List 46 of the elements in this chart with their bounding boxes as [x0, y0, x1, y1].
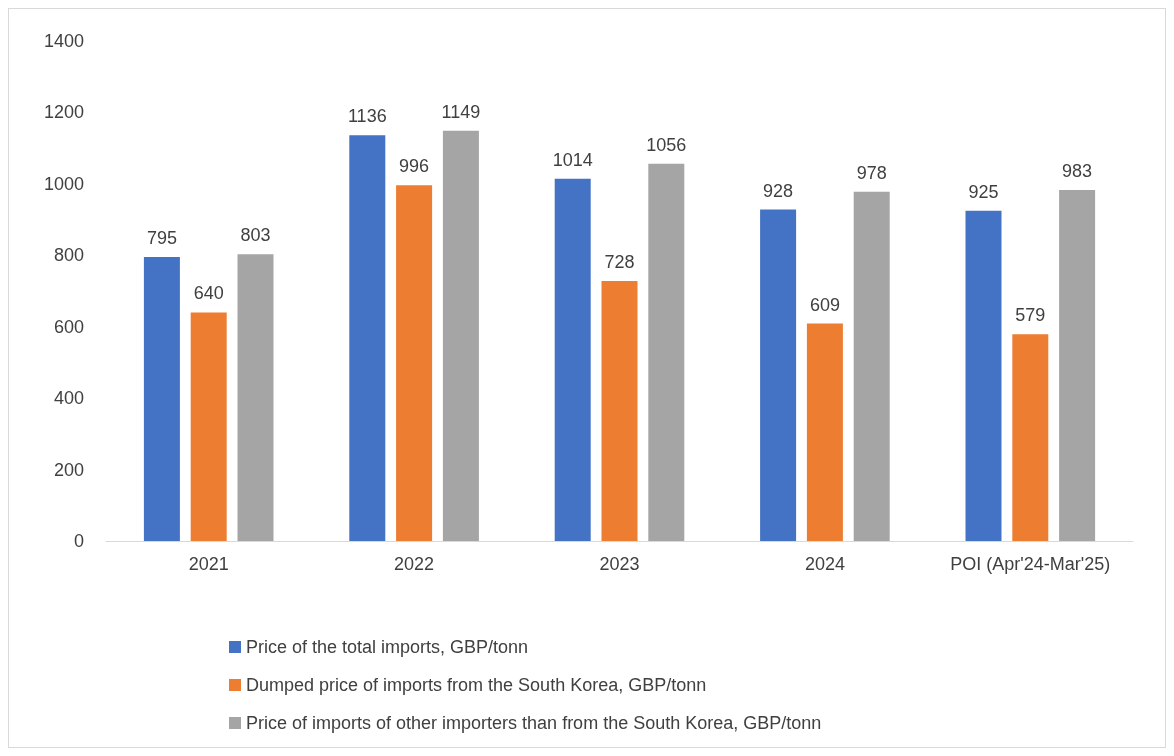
data-label: 996	[399, 156, 430, 177]
data-label: 1136	[347, 106, 387, 127]
data-label: 1014	[552, 149, 593, 170]
bar	[143, 257, 180, 541]
y-tick-label: 1400	[43, 31, 84, 51]
bar	[806, 323, 843, 541]
bar	[554, 178, 591, 541]
data-label: 803	[240, 225, 271, 246]
x-tick-label: 2022	[394, 554, 435, 574]
data-label: 925	[968, 181, 999, 202]
x-tick-label: 2024	[804, 554, 845, 574]
x-tick-label: 2021	[188, 554, 229, 574]
data-label: 983	[1062, 160, 1093, 181]
y-tick-label: 800	[53, 245, 84, 266]
data-label: 640	[193, 283, 224, 304]
y-tick-label: 400	[53, 388, 84, 409]
bar	[190, 312, 227, 541]
data-label: 1056	[646, 134, 687, 155]
data-label: 609	[809, 294, 840, 315]
bar	[1012, 334, 1049, 541]
data-label: 728	[604, 252, 635, 272]
y-tick-label: 600	[53, 316, 84, 337]
bar	[853, 191, 890, 541]
bar	[237, 254, 274, 541]
bar	[648, 163, 685, 541]
bar	[442, 130, 479, 541]
bar	[349, 135, 386, 541]
x-tick-label: 2023	[599, 554, 640, 574]
bar	[396, 185, 433, 541]
legend-label: Price of imports of other importers than from the South Korea, GBP/tonn	[246, 713, 822, 733]
data-label: 978	[856, 162, 887, 183]
y-tick-label: 1200	[43, 102, 84, 123]
bar	[601, 281, 638, 541]
bar	[760, 209, 797, 541]
data-label: 1149	[441, 101, 481, 122]
data-label: 579	[1015, 305, 1046, 326]
data-label: 928	[763, 180, 794, 201]
x-tick-label: POI (Apr'24-Mar'25)	[950, 554, 1111, 574]
legend-label: Price of the total imports, GBP/tonn	[246, 637, 529, 657]
y-tick-label: 1000	[43, 173, 84, 194]
data-label: 795	[146, 228, 177, 249]
bar	[965, 210, 1002, 541]
y-tick-label: 200	[53, 459, 84, 480]
legend-label: Dumped price of imports from the South Korea, GBP/tonn	[246, 675, 707, 695]
y-tick-label: 0	[73, 531, 84, 551]
bar	[1059, 189, 1096, 541]
